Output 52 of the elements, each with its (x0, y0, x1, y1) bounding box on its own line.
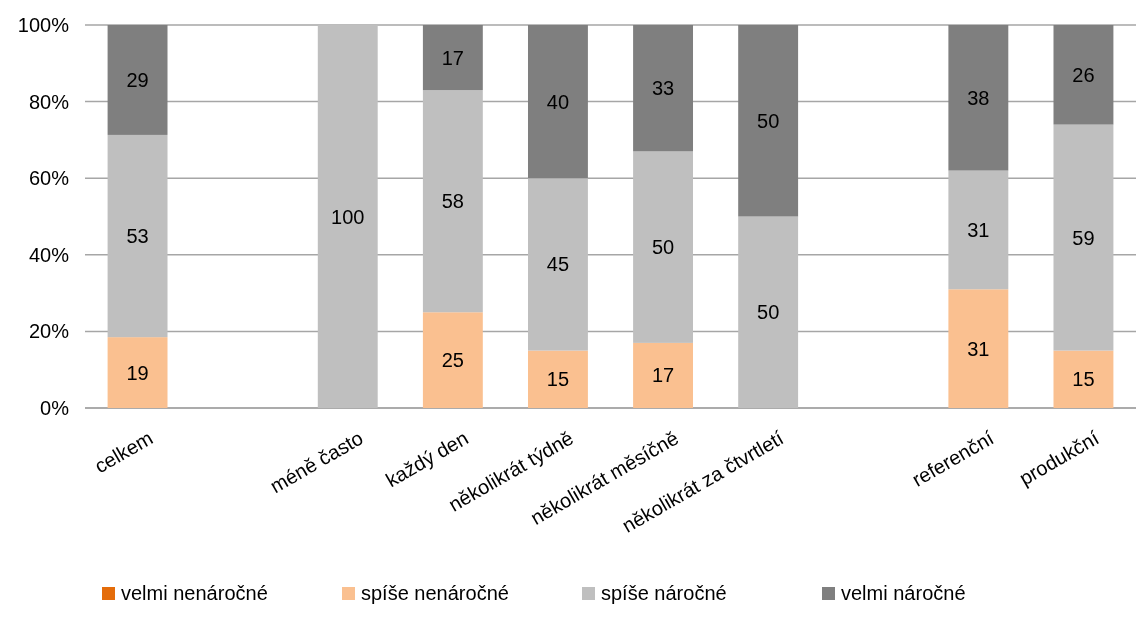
data-label: 50 (757, 301, 780, 324)
data-label: 25 (441, 349, 464, 372)
data-label: 29 (126, 68, 149, 91)
bar (528, 178, 588, 351)
bar (738, 25, 799, 217)
bar (948, 289, 1009, 408)
data-label: 45 (546, 253, 570, 276)
data-label: 19 (126, 361, 149, 384)
bar (738, 216, 799, 408)
legend-label: spíše nenáročné (361, 582, 509, 604)
bar (633, 151, 693, 343)
data-label: 17 (441, 46, 464, 69)
data-label: 58 (441, 190, 464, 213)
legend-label: spíše náročné (601, 582, 727, 604)
bar (422, 90, 483, 313)
data-label: 26 (1072, 63, 1095, 86)
bar (1053, 25, 1114, 125)
data-label: 59 (1072, 226, 1095, 249)
legend-label: velmi náročné (841, 582, 966, 604)
y-tick-label: 0% (40, 397, 70, 419)
data-label: 31 (967, 337, 990, 360)
bar (1053, 124, 1114, 351)
bar (422, 25, 483, 91)
y-tick-label: 100% (17, 14, 70, 36)
data-label: 53 (126, 225, 149, 248)
data-label: 15 (1072, 368, 1095, 391)
bar (107, 134, 168, 338)
data-label: 50 (651, 236, 675, 259)
bar (948, 25, 1009, 171)
data-label: 17 (651, 364, 675, 387)
bar (317, 25, 378, 408)
bar (1053, 350, 1114, 408)
legend-label: velmi nenáročné (121, 582, 268, 604)
data-label: 38 (967, 86, 990, 109)
bar (528, 350, 588, 408)
bar (948, 170, 1009, 290)
data-label: 100 (331, 205, 365, 228)
y-tick-label: 40% (28, 243, 70, 266)
data-label: 31 (967, 218, 990, 241)
data-label: 15 (546, 368, 570, 391)
y-tick-label: 80% (28, 90, 70, 113)
bar (107, 25, 168, 135)
bar (633, 25, 693, 152)
data-label: 33 (651, 77, 675, 100)
bar (633, 342, 693, 408)
data-label: 40 (546, 90, 570, 113)
bar (107, 337, 168, 408)
bar (422, 312, 483, 408)
data-label: 50 (757, 109, 780, 132)
y-tick-label: 20% (28, 320, 70, 343)
y-tick-label: 60% (28, 167, 70, 190)
bar (528, 25, 588, 179)
